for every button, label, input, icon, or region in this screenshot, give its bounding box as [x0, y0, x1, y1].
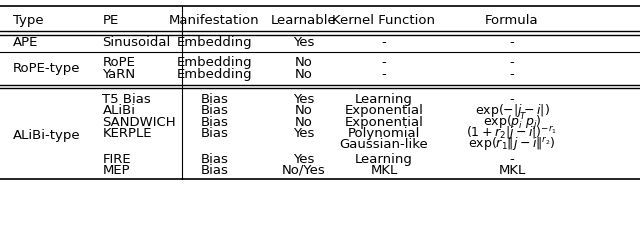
Text: Yes: Yes: [293, 93, 315, 106]
Text: Embedding: Embedding: [177, 56, 252, 69]
Text: RoPE: RoPE: [102, 56, 135, 69]
Text: -: -: [381, 68, 387, 81]
Text: Bias: Bias: [200, 127, 228, 139]
Text: Manifestation: Manifestation: [169, 15, 260, 27]
Text: MKL: MKL: [499, 164, 525, 177]
Text: T5 Bias: T5 Bias: [102, 93, 151, 106]
Text: $\mathrm{exp}(p_i^T p_j)$: $\mathrm{exp}(p_i^T p_j)$: [483, 112, 541, 132]
Text: ALiBi: ALiBi: [102, 105, 136, 117]
Text: RoPE-type: RoPE-type: [13, 62, 80, 75]
Text: Type: Type: [13, 15, 44, 27]
Text: -: -: [509, 93, 515, 106]
Text: Bias: Bias: [200, 105, 228, 117]
Text: Bias: Bias: [200, 153, 228, 166]
Text: SANDWICH: SANDWICH: [102, 116, 176, 128]
Text: Exponential: Exponential: [344, 116, 424, 128]
Text: Kernel Function: Kernel Function: [333, 15, 435, 27]
Text: No: No: [295, 116, 313, 128]
Text: KERPLE: KERPLE: [102, 127, 152, 139]
Text: Learnable: Learnable: [271, 15, 337, 27]
Text: -: -: [509, 56, 515, 69]
Text: $\mathrm{exp}(r_1\|j-i\|^{r_2})$: $\mathrm{exp}(r_1\|j-i\|^{r_2})$: [468, 135, 556, 153]
Text: No: No: [295, 56, 313, 69]
Text: Exponential: Exponential: [344, 105, 424, 117]
Text: -: -: [509, 36, 515, 49]
Text: Learning: Learning: [355, 153, 413, 166]
Text: Bias: Bias: [200, 164, 228, 177]
Text: Yes: Yes: [293, 36, 315, 49]
Text: Polynomial: Polynomial: [348, 127, 420, 139]
Text: No: No: [295, 68, 313, 81]
Text: MKL: MKL: [371, 164, 397, 177]
Text: Bias: Bias: [200, 93, 228, 106]
Text: Embedding: Embedding: [177, 36, 252, 49]
Text: $\mathrm{exp}(-|j-i|)$: $\mathrm{exp}(-|j-i|)$: [474, 102, 550, 120]
Text: Learning: Learning: [355, 93, 413, 106]
Text: -: -: [381, 56, 387, 69]
Text: Yes: Yes: [293, 127, 315, 139]
Text: -: -: [509, 68, 515, 81]
Text: $(1+r_2|j-i|)^{-r_1}$: $(1+r_2|j-i|)^{-r_1}$: [467, 124, 557, 142]
Text: MEP: MEP: [102, 164, 130, 177]
Text: -: -: [381, 36, 387, 49]
Text: YaRN: YaRN: [102, 68, 136, 81]
Text: Yes: Yes: [293, 153, 315, 166]
Text: ALiBi-type: ALiBi-type: [13, 129, 81, 142]
Text: No/Yes: No/Yes: [282, 164, 326, 177]
Text: Sinusoidal: Sinusoidal: [102, 36, 171, 49]
Text: PE: PE: [102, 15, 118, 27]
Text: No: No: [295, 105, 313, 117]
Text: -: -: [509, 153, 515, 166]
Text: Gaussian-like: Gaussian-like: [340, 138, 428, 151]
Text: APE: APE: [13, 36, 38, 49]
Text: Embedding: Embedding: [177, 68, 252, 81]
Text: Formula: Formula: [485, 15, 539, 27]
Text: Bias: Bias: [200, 116, 228, 128]
Text: FIRE: FIRE: [102, 153, 131, 166]
